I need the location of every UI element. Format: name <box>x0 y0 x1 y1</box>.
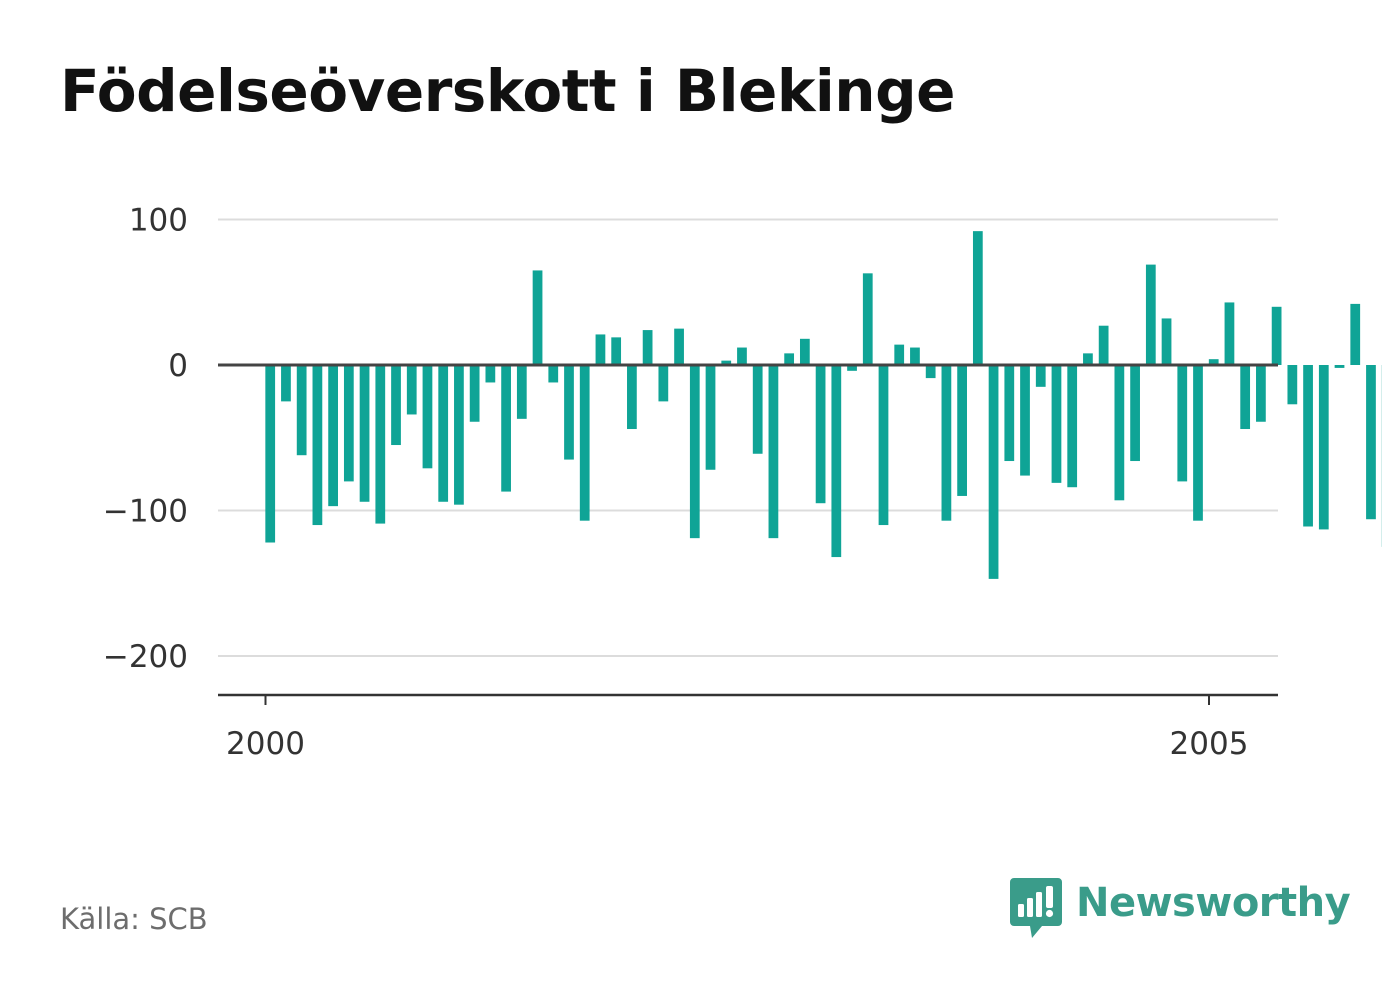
data-bar <box>501 365 511 492</box>
data-bar <box>1208 359 1219 365</box>
data-bar <box>1083 353 1093 365</box>
data-bar <box>878 365 889 526</box>
data-bar <box>343 365 354 482</box>
data-bar <box>1256 365 1266 422</box>
data-bar <box>910 347 920 365</box>
data-bar <box>1350 303 1361 365</box>
data-bar <box>642 330 653 365</box>
data-bar <box>296 365 307 456</box>
data-bar <box>689 365 700 539</box>
data-bar <box>532 270 543 366</box>
data-bar <box>705 365 716 470</box>
data-bar <box>862 273 873 365</box>
data-bar <box>1224 302 1235 366</box>
data-bar <box>1271 306 1282 365</box>
brand-name: Newsworthy <box>1076 880 1351 926</box>
data-bar <box>281 365 291 402</box>
data-bar <box>957 365 967 496</box>
data-bar <box>1130 365 1140 462</box>
data-bar <box>1366 365 1376 520</box>
data-bar <box>1177 365 1188 482</box>
data-bar <box>627 365 637 430</box>
y-tick-label: −200 <box>103 639 188 675</box>
y-tick-label: −100 <box>103 494 188 530</box>
data-bar <box>485 365 496 383</box>
data-bar <box>1004 365 1015 462</box>
source-note: Källa: SCB <box>60 902 208 936</box>
data-bar <box>469 365 480 422</box>
data-bar <box>548 365 559 383</box>
data-bar <box>391 365 401 446</box>
data-bar <box>516 365 527 419</box>
data-bar <box>454 365 464 505</box>
data-bar <box>1114 365 1125 501</box>
data-bar <box>359 365 370 502</box>
x-tick-label: 2005 <box>1170 726 1249 762</box>
grid-lines <box>218 218 1278 657</box>
data-bar <box>1145 264 1156 366</box>
data-bar <box>1098 325 1109 365</box>
data-bar <box>375 365 386 524</box>
brand-logo: Newsworthy <box>1010 878 1351 940</box>
data-bar <box>972 231 983 365</box>
data-bar <box>312 365 323 526</box>
y-tick-label: 100 <box>129 203 188 239</box>
data-bar <box>1035 365 1046 387</box>
data-bar <box>721 360 732 365</box>
data-bar <box>1051 365 1062 483</box>
data-bar <box>328 365 338 507</box>
y-tick-label: 0 <box>168 348 188 384</box>
data-bar <box>831 365 842 558</box>
data-bar <box>925 365 936 379</box>
data-bar <box>1193 365 1203 521</box>
data-bar <box>894 344 905 365</box>
data-bar <box>422 365 433 469</box>
data-bar <box>658 365 669 402</box>
bars <box>265 231 1382 579</box>
data-bar <box>1303 365 1313 527</box>
data-bar <box>815 365 826 504</box>
data-bar <box>1334 365 1345 368</box>
data-bar <box>1161 318 1172 365</box>
data-bar <box>438 365 449 502</box>
data-bar <box>674 328 684 366</box>
data-bar <box>847 365 857 371</box>
data-bar <box>799 338 810 365</box>
data-bar <box>564 365 574 460</box>
data-bar <box>265 365 276 543</box>
data-bar <box>737 347 747 365</box>
data-bar <box>784 353 795 365</box>
data-bar <box>941 365 952 521</box>
data-bar <box>611 337 622 366</box>
data-bar <box>1318 365 1329 530</box>
chart-title: Födelseöverskott i Blekinge <box>60 57 955 125</box>
data-bar <box>1020 365 1030 476</box>
data-bar <box>1067 365 1078 488</box>
data-bar <box>768 365 779 539</box>
data-bar <box>752 365 763 454</box>
newsworthy-logo-icon <box>1010 878 1062 938</box>
data-bar <box>1287 365 1298 405</box>
data-bar <box>579 365 590 521</box>
data-bar <box>988 365 999 579</box>
data-bar <box>595 334 606 365</box>
x-tick-label: 2000 <box>226 726 305 762</box>
data-bar <box>1240 365 1251 430</box>
data-bar <box>406 365 417 415</box>
